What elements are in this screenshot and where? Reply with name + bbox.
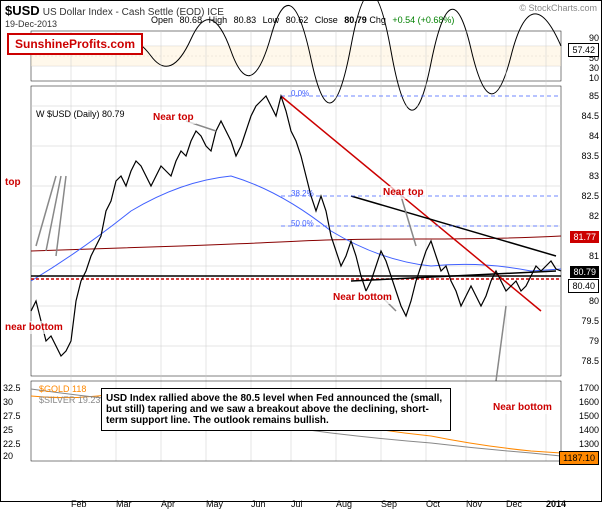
silver-tick: 30 bbox=[3, 397, 13, 407]
x-tick: Apr bbox=[161, 499, 175, 509]
silver-tick: 27.5 bbox=[3, 411, 21, 421]
branding-box: SunshineProfits.com bbox=[7, 33, 143, 55]
x-tick: 2014 bbox=[546, 499, 566, 509]
x-tick: Feb bbox=[71, 499, 87, 509]
level-box: 80.40 bbox=[568, 279, 599, 293]
y-tick: 85 bbox=[589, 91, 599, 101]
ma-box: 81.77 bbox=[570, 231, 599, 243]
x-tick: Aug bbox=[336, 499, 352, 509]
annotation-top: top bbox=[3, 176, 23, 189]
annotation-near-top: Near top bbox=[381, 186, 426, 199]
x-tick: May bbox=[206, 499, 223, 509]
silver-tick: 20 bbox=[3, 451, 13, 461]
rsi-current: 57.42 bbox=[568, 43, 599, 57]
x-tick: Jun bbox=[251, 499, 266, 509]
y-tick: 82 bbox=[589, 211, 599, 221]
y-tick: 81 bbox=[589, 251, 599, 261]
annotation-near-bottom: Near bottom bbox=[491, 401, 554, 414]
commentary-box: USD Index rallied above the 80.5 level w… bbox=[101, 388, 451, 431]
y-tick: 84.5 bbox=[581, 111, 599, 121]
gold-tick: 1300 bbox=[579, 439, 599, 449]
rsi-tick-90: 90 bbox=[589, 33, 599, 43]
y-tick: 84 bbox=[589, 131, 599, 141]
fib-38: 38.2% bbox=[291, 189, 314, 198]
x-tick: Nov bbox=[466, 499, 482, 509]
silver-tick: 22.5 bbox=[3, 439, 21, 449]
fib-50: 50.0% bbox=[291, 219, 314, 228]
close-box: 80.79 bbox=[570, 266, 599, 278]
chart-container: $USD US Dollar Index - Cash Settle (EOD)… bbox=[0, 0, 602, 502]
x-tick: Sep bbox=[381, 499, 397, 509]
silver-tick: 32.5 bbox=[3, 383, 21, 393]
gold-tick: 1500 bbox=[579, 411, 599, 421]
gold-tick: 1400 bbox=[579, 425, 599, 435]
y-tick: 80 bbox=[589, 296, 599, 306]
gold-legend: $GOLD 118 bbox=[39, 384, 86, 394]
y-tick: 79.5 bbox=[581, 316, 599, 326]
annotation-near-top: Near top bbox=[151, 111, 196, 124]
x-tick: Dec bbox=[506, 499, 522, 509]
rsi-tick-10: 10 bbox=[589, 73, 599, 83]
gold-tick: 1700 bbox=[579, 383, 599, 393]
annotation-near-bottom: Near bottom bbox=[331, 291, 394, 304]
gold-tick: 1600 bbox=[579, 397, 599, 407]
x-tick: Mar bbox=[116, 499, 132, 509]
silver-tick: 25 bbox=[3, 425, 13, 435]
y-tick: 78.5 bbox=[581, 356, 599, 366]
x-tick: Jul bbox=[291, 499, 303, 509]
silver-legend: $SILVER 19.23 bbox=[39, 395, 100, 405]
y-tick: 83.5 bbox=[581, 151, 599, 161]
annotation-near-bottom: near bottom bbox=[3, 321, 65, 334]
gold-current: 1187.10 bbox=[559, 451, 599, 465]
price-series-label: W $USD (Daily) 80.79 bbox=[36, 109, 125, 119]
fib-0: 0.0% bbox=[291, 89, 309, 98]
x-tick: Oct bbox=[426, 499, 440, 509]
y-tick: 82.5 bbox=[581, 191, 599, 201]
y-tick: 83 bbox=[589, 171, 599, 181]
y-tick: 79 bbox=[589, 336, 599, 346]
rsi-tick-30: 30 bbox=[589, 63, 599, 73]
